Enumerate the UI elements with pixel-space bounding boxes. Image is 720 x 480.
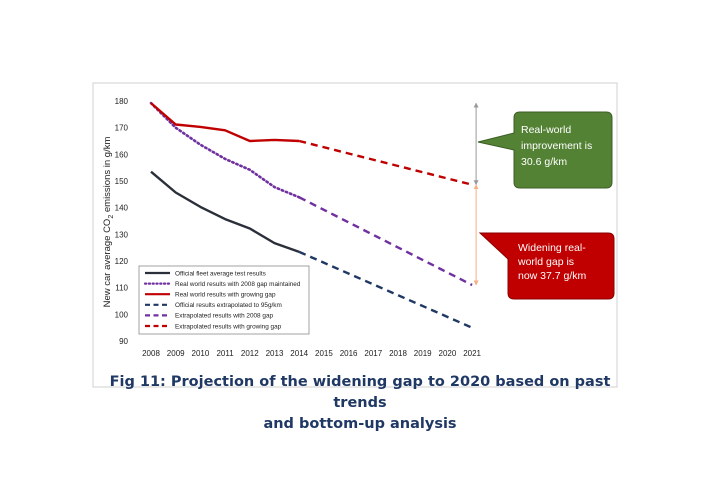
callout-improvement-text: Real-world — [521, 124, 571, 136]
x-tick-label: 2020 — [439, 349, 457, 358]
callout-gap — [478, 232, 615, 300]
series-line — [150, 102, 300, 143]
callout-gap-text: now 37.7 g/km — [518, 270, 587, 282]
x-tick-label: 2010 — [192, 349, 210, 358]
x-tick-label: 2008 — [142, 349, 160, 358]
callout-improvement — [477, 111, 613, 189]
y-axis-label-part: New car average CO — [102, 219, 113, 308]
y-tick-label: 140 — [115, 204, 129, 213]
legend-label: Official fleet average test results — [175, 270, 266, 277]
series-line — [298, 250, 473, 329]
y-axis-label-text: New car average CO2 emissions in g/km — [102, 137, 115, 308]
y-tick-label: 180 — [115, 97, 129, 106]
y-axis-label: New car average CO2 emissions in g/km — [102, 137, 115, 308]
figure-caption: Fig 11: Projection of the widening gap t… — [95, 372, 625, 435]
y-tick-label: 90 — [119, 337, 128, 346]
callout-improvement-text: 30.6 g/km — [521, 156, 567, 168]
caption-line-2: and bottom-up analysis — [263, 416, 457, 432]
x-tick-label: 2009 — [167, 349, 185, 358]
legend: Official fleet average test results Real … — [138, 265, 310, 335]
caption-line-1: Fig 11: Projection of the widening gap t… — [109, 374, 611, 411]
annotation-layer: Real-world improvement is 30.6 g/km Widenin… — [473, 102, 615, 300]
y-axis-label-subscript: 2 — [108, 215, 115, 219]
x-tick-label: 2019 — [414, 349, 432, 358]
x-tick-label: 2011 — [216, 349, 234, 358]
y-tick-label: 160 — [115, 150, 129, 159]
y-tick-label: 120 — [115, 257, 129, 266]
x-tick-label: 2021 — [463, 349, 481, 358]
legend-label: Extrapolated results with growing gap — [175, 323, 282, 330]
legend-label: Extrapolated results with 2008 gap — [175, 313, 273, 320]
y-tick-label: 150 — [115, 177, 129, 186]
x-axis-ticks: 2008 2009 2010 2011 2012 2013 2014 2015 2016 2017… — [142, 349, 481, 358]
callout-gap-text: world gap is — [517, 256, 574, 268]
y-tick-label: 110 — [115, 284, 128, 293]
x-tick-label: 2015 — [315, 349, 333, 358]
series-layer — [149, 101, 473, 329]
y-axis-ticks: 90 100 110 120 130 140 150 160 170 180 — [115, 97, 129, 346]
x-tick-label: 2013 — [266, 349, 284, 358]
series-line — [298, 139, 473, 186]
x-tick-label: 2017 — [364, 349, 382, 358]
y-tick-label: 130 — [115, 230, 129, 239]
y-axis-label-part: emissions in g/km — [102, 137, 113, 215]
x-tick-label: 2016 — [340, 349, 358, 358]
series-line — [298, 196, 473, 287]
series-line — [150, 170, 300, 254]
legend-label: Official results extrapolated to 95g/km — [175, 302, 282, 309]
legend-label: Real world results with growing gap — [175, 292, 276, 299]
series-line — [149, 101, 301, 199]
x-tick-label: 2018 — [389, 349, 407, 358]
legend-box — [138, 265, 310, 335]
legend-label: Real world results with 2008 gap maintai… — [175, 281, 301, 288]
y-tick-label: 170 — [115, 124, 129, 133]
callout-gap-text: Widening real- — [518, 242, 586, 254]
x-tick-label: 2014 — [290, 349, 308, 358]
x-tick-label: 2012 — [241, 349, 259, 358]
y-tick-label: 100 — [115, 310, 129, 319]
callout-improvement-text: improvement is — [521, 140, 592, 152]
